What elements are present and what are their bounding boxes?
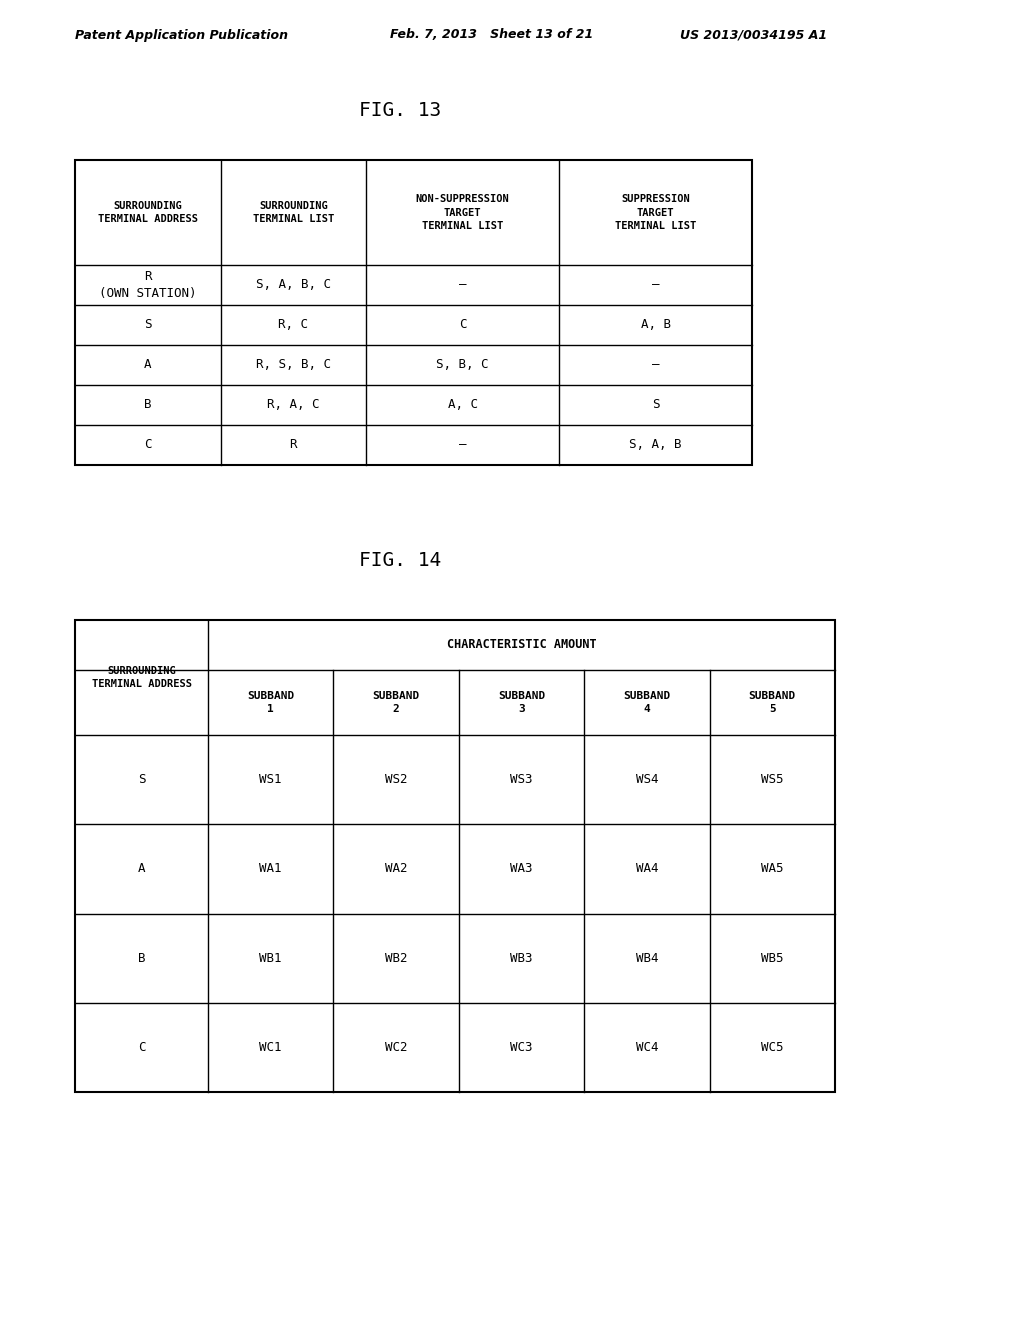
Text: SUBBAND
4: SUBBAND 4 xyxy=(624,690,671,714)
Text: C: C xyxy=(459,318,466,331)
Text: R, S, B, C: R, S, B, C xyxy=(256,359,331,371)
Text: S, A, B, C: S, A, B, C xyxy=(256,279,331,292)
Text: Feb. 7, 2013   Sheet 13 of 21: Feb. 7, 2013 Sheet 13 of 21 xyxy=(390,29,593,41)
Text: WC1: WC1 xyxy=(259,1041,282,1053)
Text: C: C xyxy=(138,1041,145,1053)
Text: FIG. 13: FIG. 13 xyxy=(358,100,441,120)
Text: WS2: WS2 xyxy=(385,774,408,787)
Text: WS3: WS3 xyxy=(510,774,532,787)
Text: A: A xyxy=(138,862,145,875)
Text: –: – xyxy=(652,359,659,371)
Text: S: S xyxy=(138,774,145,787)
Text: WB3: WB3 xyxy=(510,952,532,965)
Text: WA3: WA3 xyxy=(510,862,532,875)
Text: WS5: WS5 xyxy=(761,774,783,787)
Text: S, B, C: S, B, C xyxy=(436,359,488,371)
Text: A, C: A, C xyxy=(447,399,477,412)
Text: WB2: WB2 xyxy=(385,952,408,965)
Text: WA2: WA2 xyxy=(385,862,408,875)
Text: WA4: WA4 xyxy=(636,862,658,875)
Text: –: – xyxy=(652,279,659,292)
Text: R: R xyxy=(290,438,297,451)
Bar xyxy=(75,620,835,1092)
Text: WA5: WA5 xyxy=(761,862,783,875)
Text: R, A, C: R, A, C xyxy=(267,399,319,412)
Text: S: S xyxy=(652,399,659,412)
Text: SUBBAND
1: SUBBAND 1 xyxy=(247,690,294,714)
Text: A: A xyxy=(144,359,152,371)
Text: R
(OWN STATION): R (OWN STATION) xyxy=(99,271,197,300)
Text: SURROUNDING
TERMINAL LIST: SURROUNDING TERMINAL LIST xyxy=(253,201,334,224)
Text: SUBBAND
3: SUBBAND 3 xyxy=(498,690,545,714)
Text: WB1: WB1 xyxy=(259,952,282,965)
Text: SUBBAND
2: SUBBAND 2 xyxy=(373,690,420,714)
Text: SURROUNDING
TERMINAL ADDRESS: SURROUNDING TERMINAL ADDRESS xyxy=(91,665,191,689)
Text: NON-SUPPRESSION
TARGET
TERMINAL LIST: NON-SUPPRESSION TARGET TERMINAL LIST xyxy=(416,194,510,231)
Text: WC2: WC2 xyxy=(385,1041,408,1053)
Text: S: S xyxy=(144,318,152,331)
Text: US 2013/0034195 A1: US 2013/0034195 A1 xyxy=(680,29,827,41)
Bar xyxy=(75,160,752,465)
Text: –: – xyxy=(459,438,466,451)
Text: SURROUNDING
TERMINAL ADDRESS: SURROUNDING TERMINAL ADDRESS xyxy=(97,201,198,224)
Text: WB4: WB4 xyxy=(636,952,658,965)
Text: C: C xyxy=(144,438,152,451)
Text: R, C: R, C xyxy=(279,318,308,331)
Text: B: B xyxy=(144,399,152,412)
Text: FIG. 14: FIG. 14 xyxy=(358,550,441,569)
Text: SUBBAND
5: SUBBAND 5 xyxy=(749,690,796,714)
Text: WA1: WA1 xyxy=(259,862,282,875)
Text: Patent Application Publication: Patent Application Publication xyxy=(75,29,288,41)
Text: WC5: WC5 xyxy=(761,1041,783,1053)
Text: WC3: WC3 xyxy=(510,1041,532,1053)
Text: WS1: WS1 xyxy=(259,774,282,787)
Text: WS4: WS4 xyxy=(636,774,658,787)
Text: CHARACTERISTIC AMOUNT: CHARACTERISTIC AMOUNT xyxy=(446,639,596,652)
Text: S, A, B: S, A, B xyxy=(630,438,682,451)
Text: A, B: A, B xyxy=(641,318,671,331)
Text: WC4: WC4 xyxy=(636,1041,658,1053)
Text: –: – xyxy=(459,279,466,292)
Text: WB5: WB5 xyxy=(761,952,783,965)
Text: B: B xyxy=(138,952,145,965)
Text: SUPPRESSION
TARGET
TERMINAL LIST: SUPPRESSION TARGET TERMINAL LIST xyxy=(614,194,696,231)
